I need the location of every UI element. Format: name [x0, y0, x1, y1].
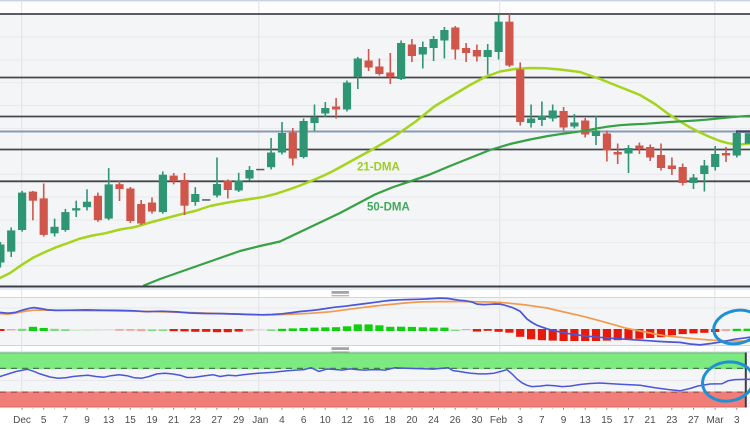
svg-text:3: 3	[517, 415, 523, 426]
svg-text:24: 24	[428, 415, 440, 426]
svg-text:21: 21	[168, 415, 180, 426]
svg-text:20: 20	[406, 415, 418, 426]
svg-text:5: 5	[41, 415, 47, 426]
svg-text:9: 9	[561, 415, 567, 426]
svg-text:27: 27	[688, 415, 700, 426]
svg-text:7: 7	[63, 415, 69, 426]
svg-text:3: 3	[734, 415, 740, 426]
svg-text:26: 26	[450, 415, 462, 426]
svg-text:13: 13	[103, 415, 115, 426]
svg-text:10: 10	[320, 415, 332, 426]
svg-text:12: 12	[341, 415, 353, 426]
svg-text:Mar: Mar	[706, 415, 724, 426]
svg-text:13: 13	[580, 415, 592, 426]
svg-text:9: 9	[84, 415, 90, 426]
svg-text:21-DMA: 21-DMA	[357, 162, 400, 174]
svg-text:15: 15	[125, 415, 137, 426]
svg-text:19: 19	[146, 415, 158, 426]
svg-text:23: 23	[666, 415, 678, 426]
svg-text:Jan: Jan	[252, 415, 268, 426]
svg-text:Feb: Feb	[490, 415, 508, 426]
svg-text:Dec: Dec	[13, 415, 31, 426]
svg-text:6: 6	[301, 415, 307, 426]
svg-text:7: 7	[539, 415, 545, 426]
svg-text:16: 16	[363, 415, 375, 426]
svg-text:18: 18	[385, 415, 397, 426]
svg-text:21: 21	[645, 415, 657, 426]
svg-text:23: 23	[190, 415, 202, 426]
svg-text:4: 4	[279, 415, 285, 426]
svg-text:17: 17	[623, 415, 635, 426]
svg-text:27: 27	[211, 415, 223, 426]
svg-text:30: 30	[471, 415, 483, 426]
svg-text:50-DMA: 50-DMA	[367, 202, 410, 214]
svg-text:15: 15	[601, 415, 613, 426]
svg-text:29: 29	[233, 415, 245, 426]
